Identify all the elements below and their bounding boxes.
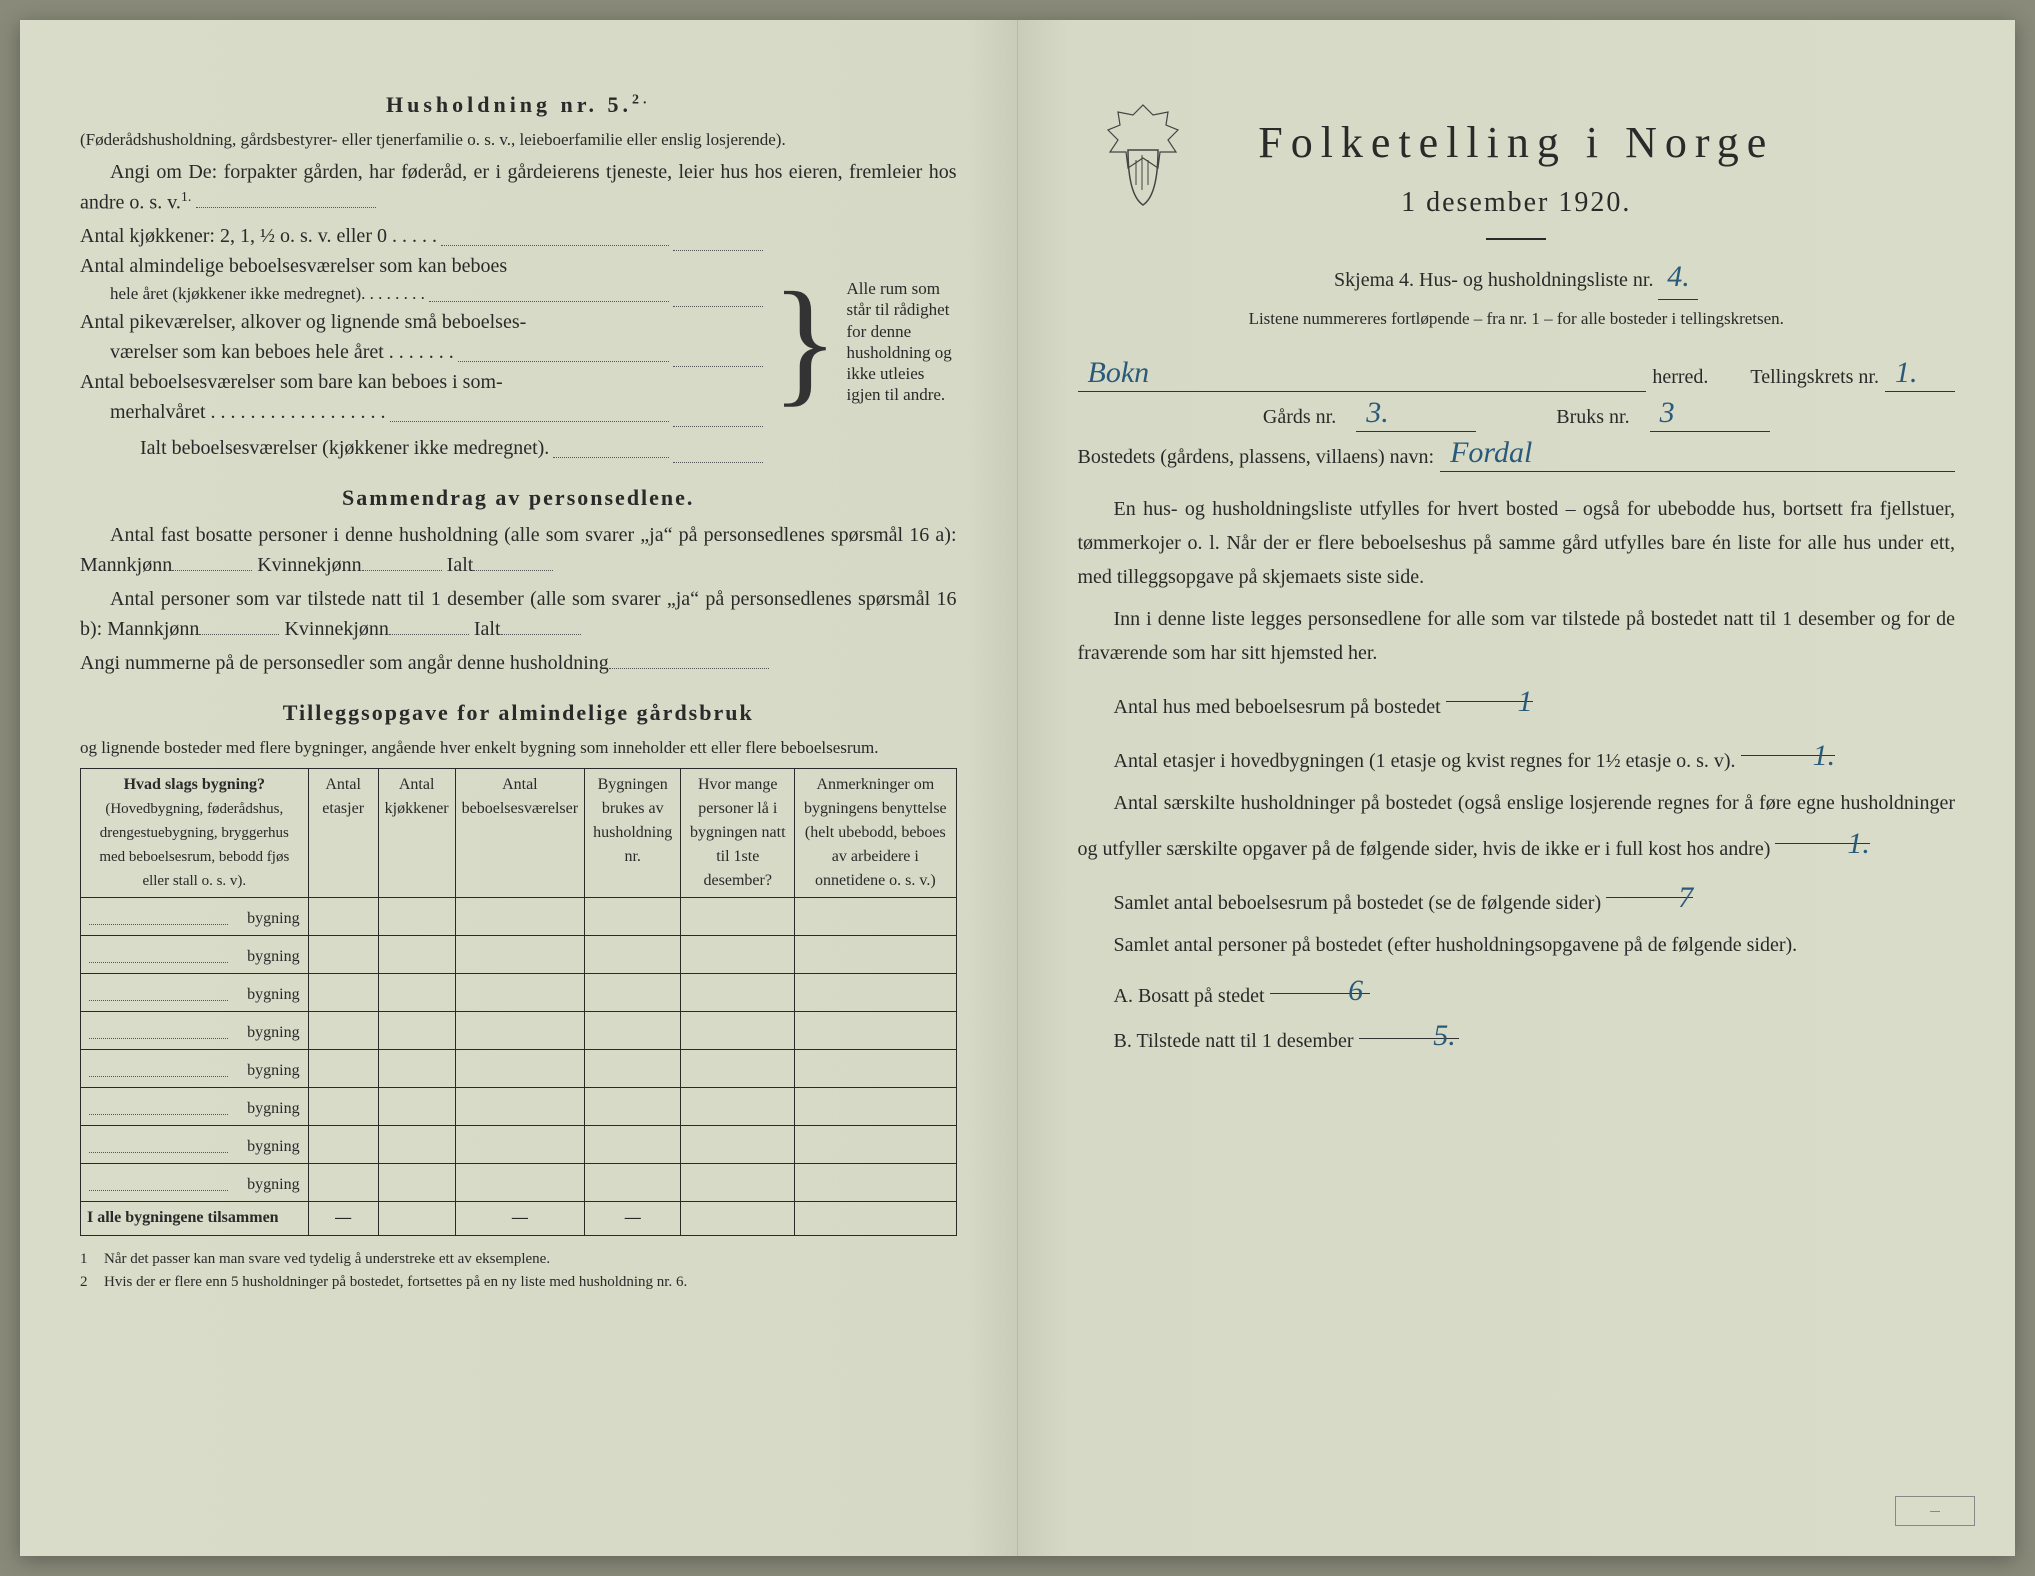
- left-page: Husholdning nr. 5.2. (Føderådshusholdnin…: [20, 20, 1018, 1556]
- q5-row: Samlet antal personer på bostedet (efter…: [1078, 928, 1956, 962]
- brace-glyph: }: [771, 272, 838, 412]
- gards-value: 3.: [1366, 390, 1389, 435]
- gards-row: Gårds nr. 3. Bruks nr. 3: [1078, 402, 1956, 432]
- th-notes: Anmerkninger om bygningens benyttelse (h…: [795, 769, 956, 898]
- summary-p2: Antal personer som var tilstede natt til…: [80, 584, 957, 644]
- household-heading: Husholdning nr. 5.2.: [80, 88, 957, 121]
- table-row: bygning: [81, 974, 957, 1012]
- th-usedby: Bygningen brukes av husholdning nr.: [585, 769, 681, 898]
- q4-value: 7: [1642, 872, 1693, 923]
- printer-stamp: ⎯⎯: [1895, 1496, 1975, 1526]
- krets-value: 1.: [1895, 350, 1918, 395]
- crest-icon: [1098, 100, 1188, 210]
- th-kitchens: Antal kjøkkener: [378, 769, 455, 898]
- table-row: bygning: [81, 1050, 957, 1088]
- qA-row: A. Bosatt på stedet 6: [1078, 970, 1956, 1011]
- th-persons: Hvor mange personer lå i bygningen natt …: [681, 769, 795, 898]
- list-nr-value: 4.: [1667, 254, 1690, 299]
- list-note: Listene nummereres fortløpende – fra nr.…: [1078, 306, 1956, 332]
- body-p2: Inn i denne liste legges personsedlene f…: [1078, 602, 1956, 670]
- herred-value: Bokn: [1088, 350, 1150, 395]
- q4-row: Samlet antal beboelsesrum på bostedet (s…: [1078, 874, 1956, 920]
- rooms-block: Antal kjøkkener: 2, 1, ½ o. s. v. eller …: [80, 221, 957, 463]
- th-floors: Antal etasjer: [308, 769, 378, 898]
- household-intro: (Føderådshusholdning, gårdsbestyrer- ell…: [80, 127, 957, 153]
- bosted-value: Fordal: [1450, 430, 1532, 475]
- footnotes: 1Når det passer kan man svare ved tydeli…: [80, 1248, 957, 1293]
- qB-value: 5.: [1397, 1013, 1456, 1058]
- table-row: bygning: [81, 1088, 957, 1126]
- q3-row: Antal særskilte husholdninger på bostede…: [1078, 786, 1956, 866]
- qA-value: 6: [1312, 968, 1363, 1013]
- q2-row: Antal etasjer i hovedbygningen (1 etasje…: [1078, 732, 1956, 778]
- body-text: En hus- og husholdningsliste utfylles fo…: [1078, 492, 1956, 1056]
- bruks-value: 3: [1660, 390, 1675, 435]
- th-type: Hvad slags bygning? (Hovedbygning, føder…: [81, 769, 309, 898]
- buildings-table: Hvad slags bygning? (Hovedbygning, føder…: [80, 768, 957, 1236]
- table-row: bygning: [81, 1012, 957, 1050]
- body-p1: En hus- og husholdningsliste utfylles fo…: [1078, 492, 1956, 594]
- tillegg-sub: og lignende bosteder med flere bygninger…: [80, 735, 957, 761]
- bosted-row: Bostedets (gårdens, plassens, villaens) …: [1078, 442, 1956, 472]
- summary-p1: Antal fast bosatte personer i denne hush…: [80, 520, 957, 580]
- title: Folketelling i Norge: [1078, 110, 1956, 176]
- household-angi: Angi om De: forpakter gården, har føderå…: [80, 157, 957, 218]
- q3-value: 1.: [1811, 818, 1870, 869]
- summary-heading: Sammendrag av personsedlene.: [80, 481, 957, 514]
- skjema-line: Skjema 4. Hus- og husholdningsliste nr. …: [1078, 254, 1956, 300]
- th-rooms: Antal beboelsesværelser: [455, 769, 584, 898]
- table-row: bygning: [81, 898, 957, 936]
- tillegg-heading: Tilleggsopgave for almindelige gårdsbruk: [80, 696, 957, 729]
- document-spread: Husholdning nr. 5.2. (Føderådshusholdnin…: [20, 20, 2015, 1556]
- right-page: Folketelling i Norge 1 desember 1920. Sk…: [1018, 20, 2016, 1556]
- herred-row: Bokn herred. Tellingskrets nr. 1.: [1078, 362, 1956, 392]
- table-row: bygning: [81, 1126, 957, 1164]
- q1-value: 1: [1482, 676, 1533, 727]
- q2-value: 1.: [1777, 730, 1836, 781]
- divider: [1486, 238, 1546, 240]
- subtitle: 1 desember 1920.: [1078, 182, 1956, 224]
- table-row: bygning: [81, 936, 957, 974]
- brace-note: Alle rum som står til rådighet for denne…: [847, 278, 957, 406]
- table-sum-row: I alle bygningene tilsammen———: [81, 1202, 957, 1236]
- q1-row: Antal hus med beboelsesrum på bostedet 1: [1078, 678, 1956, 724]
- summary-p3: Angi nummerne på de personsedler som ang…: [80, 648, 957, 678]
- header-block: Folketelling i Norge 1 desember 1920. Sk…: [1078, 110, 1956, 332]
- table-row: bygning: [81, 1164, 957, 1202]
- qB-row: B. Tilstede natt til 1 desember 5.: [1078, 1015, 1956, 1056]
